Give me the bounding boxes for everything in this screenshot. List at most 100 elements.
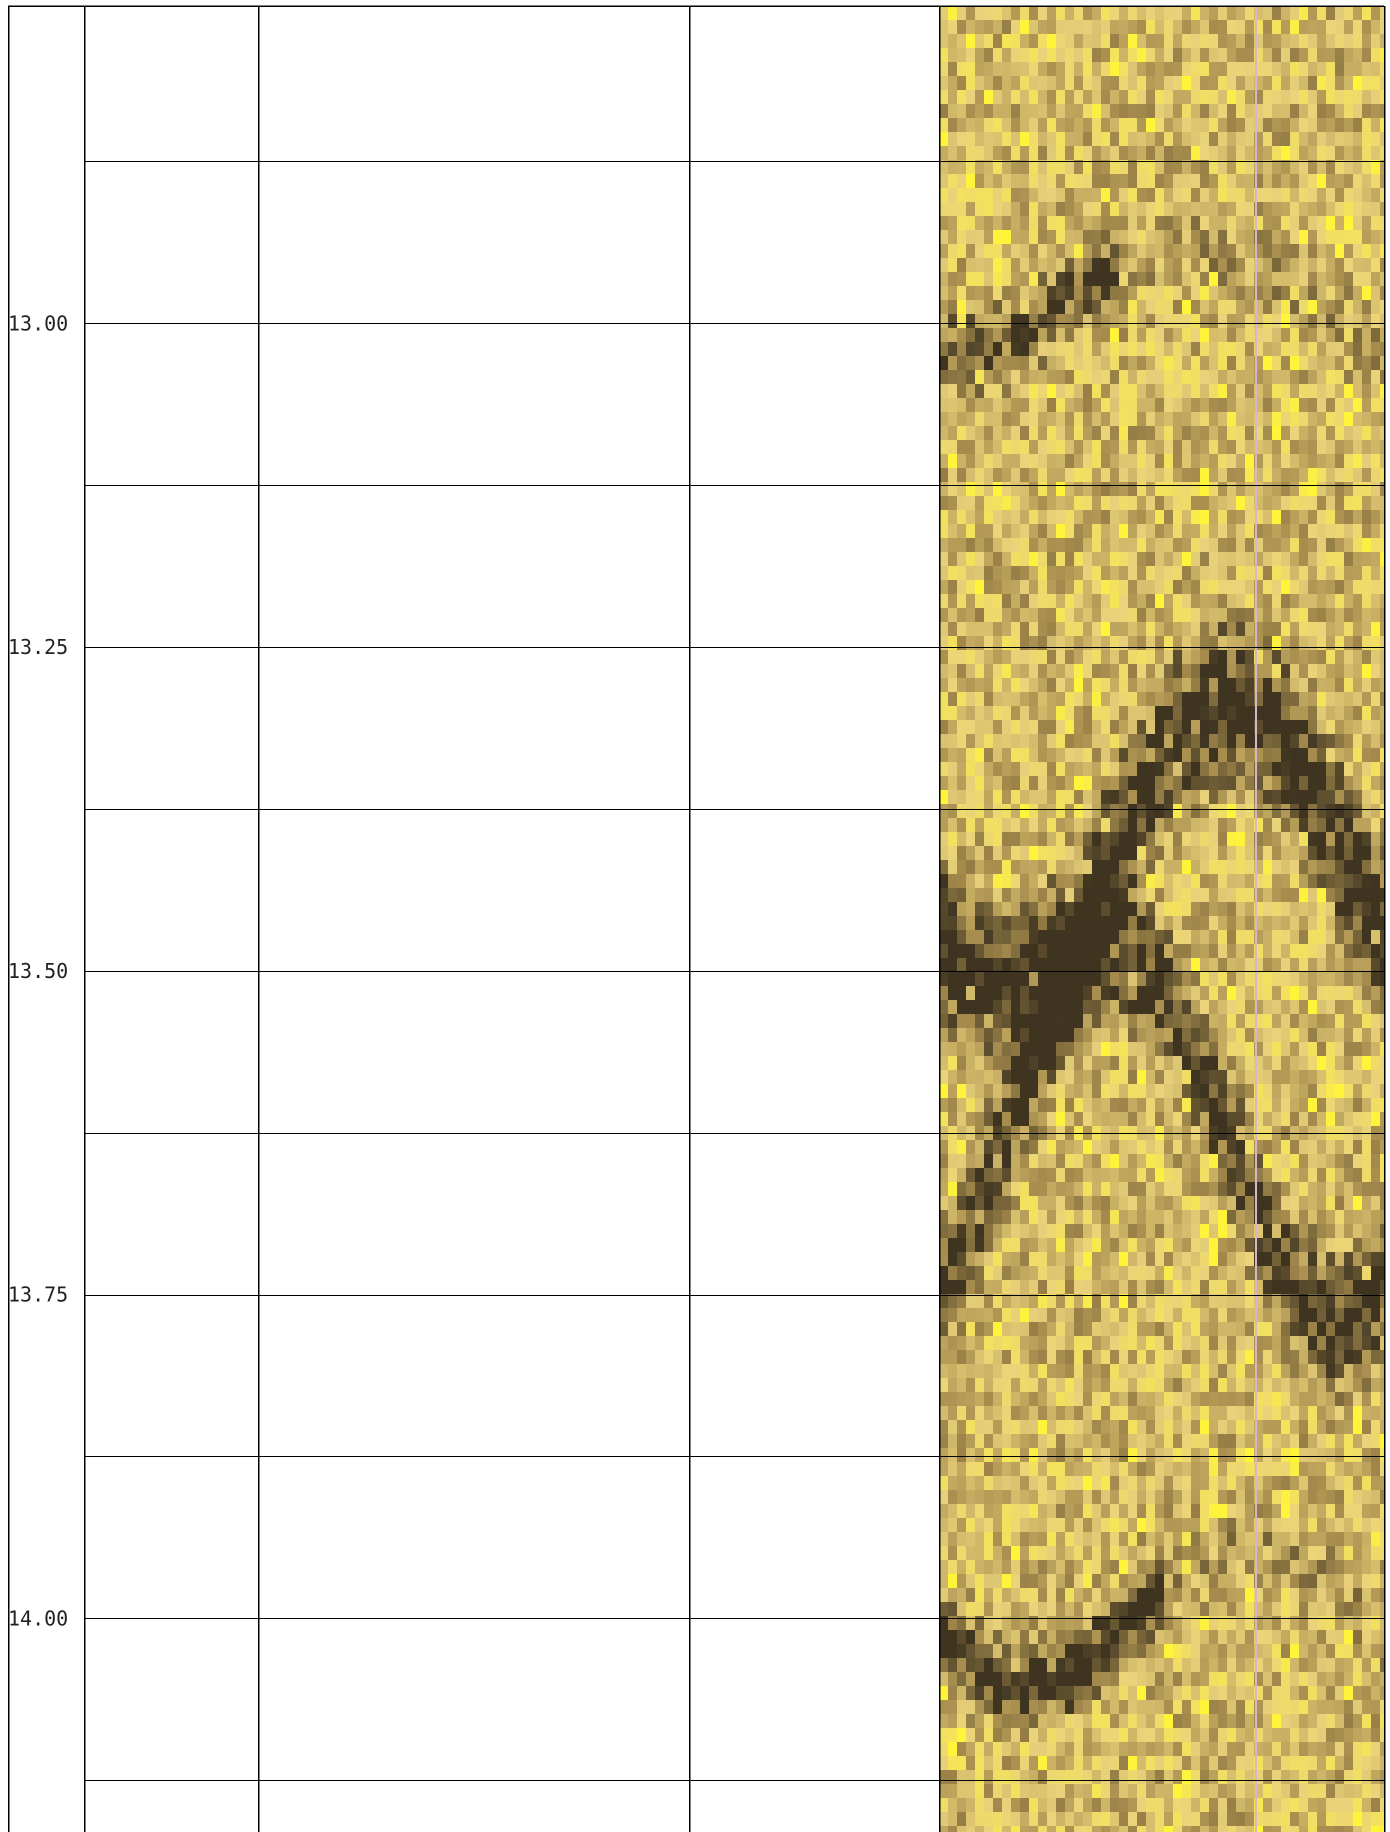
image-log-cell [1002,1098,1011,1112]
image-log-cell [948,258,957,272]
image-log-cell [1317,720,1326,734]
image-log-cell [1173,286,1182,300]
image-log-cell [1380,454,1384,468]
image-log-cell [1263,636,1272,650]
image-log-cell [1182,244,1191,258]
image-log-cell [1353,202,1362,216]
image-log-cell [1155,286,1164,300]
image-log-cell [1074,370,1083,384]
image-log-cell [1236,846,1245,860]
image-log-cell [1128,286,1137,300]
image-log-cell [1344,1196,1353,1210]
image-log-cell [1281,888,1290,902]
image-log-cell [1083,188,1092,202]
image-log-cell [1254,622,1263,636]
image-log-cell [1317,1042,1326,1056]
image-log-cell [1164,48,1173,62]
image-log-cell [1128,1210,1137,1224]
image-log-cell [1146,216,1155,230]
image-log-cell [1092,1098,1101,1112]
image-log-cell [1326,496,1335,510]
image-log-cell [1119,678,1128,692]
image-log-cell [1236,1014,1245,1028]
image-log-cell [1299,1182,1308,1196]
image-log-cell [1236,496,1245,510]
image-log-cell [975,1042,984,1056]
image-log-cell [1362,552,1371,566]
image-log-cell [1191,1182,1200,1196]
image-log-cell [1119,1336,1128,1350]
image-log-cell [1272,482,1281,496]
image-log-cell [1110,1252,1119,1266]
image-log-cell [1164,1070,1173,1084]
image-log-cell [1020,1266,1029,1280]
image-log-cell [1254,244,1263,258]
image-log-cell [1173,398,1182,412]
image-log-cell [1173,342,1182,356]
image-log-cell [957,720,966,734]
image-log-cell [1254,1168,1263,1182]
image-log-cell [1236,1154,1245,1168]
image-log-cell [1380,748,1384,762]
image-log-cell [1056,272,1065,286]
image-log-cell [1029,916,1038,930]
image-log-cell [1056,790,1065,804]
image-log-cell [1272,874,1281,888]
image-log-cell [1272,90,1281,104]
image-log-cell [1074,1238,1083,1252]
image-log-cell [1281,846,1290,860]
image-log-cell [1056,622,1065,636]
image-log-cell [957,1056,966,1070]
image-log-cell [975,1224,984,1238]
image-log-cell [1038,720,1047,734]
image-log-cell [1182,146,1191,160]
image-log-cell [975,678,984,692]
image-log-cell [1362,1084,1371,1098]
image-log-cell [948,356,957,370]
image-log-cell [993,678,1002,692]
image-log-cell [1236,1322,1245,1336]
image-log-cell [1308,1266,1317,1280]
image-log-cell [1200,1336,1209,1350]
image-log-cell [1200,48,1209,62]
image-log-cell [1020,706,1029,720]
image-log-cell [1254,1238,1263,1252]
image-log-cell [975,398,984,412]
image-log-cell [1191,636,1200,650]
image-log-cell [1245,916,1254,930]
image-log-cell [1263,174,1272,188]
image-log-cell [1200,776,1209,790]
image-log-cell [1056,48,1065,62]
image-log-cell [1047,314,1056,328]
image-log-cell [1353,62,1362,76]
image-log-cell [1299,1056,1308,1070]
image-log-cell [1164,566,1173,580]
image-log-cell [1371,1378,1380,1392]
image-log-cell [1029,244,1038,258]
image-log-cell [1164,734,1173,748]
image-log-cell [1137,90,1146,104]
image-log-cell [1155,370,1164,384]
image-log-cell [1191,496,1200,510]
image-log-cell [1227,594,1236,608]
image-log-cell [1245,818,1254,832]
image-log-cell [1146,174,1155,188]
image-log-cell [1056,1280,1065,1294]
image-log-cell [1182,104,1191,118]
image-log-cell [1155,706,1164,720]
image-log-cell [1002,580,1011,594]
image-log-cell [1281,930,1290,944]
image-log-cell [1317,1322,1326,1336]
image-log-cell [1119,468,1128,482]
image-log-cell [1290,62,1299,76]
image-log-cell [1056,860,1065,874]
image-log-cell [1173,76,1182,90]
image-log-cell [957,342,966,356]
image-log-cell [1362,370,1371,384]
image-log-cell [1083,1154,1092,1168]
image-log-cell [1056,692,1065,706]
image-log-cell [1128,1322,1137,1336]
image-log-cell [1128,468,1137,482]
image-log-cell [1227,776,1236,790]
image-log-cell [1092,342,1101,356]
